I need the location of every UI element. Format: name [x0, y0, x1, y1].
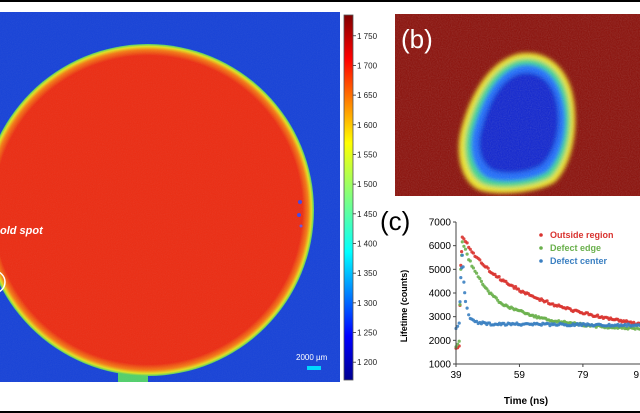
legend-marker [539, 246, 543, 250]
colorbar-tick-label: 1 350 [357, 269, 378, 278]
colorbar-tick-label: 1 200 [357, 358, 378, 367]
y-tick-label: 2000 [429, 336, 452, 347]
data-point [468, 247, 472, 251]
data-point [463, 291, 467, 295]
series-outside-region [454, 235, 640, 350]
map-noise [0, 12, 340, 382]
data-point [462, 237, 466, 241]
data-point [465, 241, 469, 245]
y-tick-label: 7000 [429, 218, 452, 229]
colorbar-tick-label: 1 450 [357, 210, 378, 219]
y-tick-label: 5000 [429, 265, 452, 276]
old-spot-marker [0, 271, 6, 293]
y-tick-label: 6000 [429, 241, 452, 252]
scale-bar [307, 366, 321, 370]
data-point [460, 250, 464, 254]
data-point [596, 313, 600, 317]
data-point [497, 275, 501, 279]
y-axis-label: Lifetime (counts) [399, 270, 409, 343]
colorbar-tick-label: 1 250 [357, 329, 378, 338]
colorbar-tick-label: 1 750 [357, 32, 378, 41]
panel-b-label: (b) [401, 24, 433, 54]
data-point [462, 244, 466, 248]
legend-label: Outside region [550, 230, 614, 240]
data-point [460, 253, 464, 257]
scale-bar-label: 2000 µm [296, 353, 328, 362]
chart-panel-label: (c) [380, 206, 410, 236]
colorbar-gradient [343, 14, 354, 381]
edge-defect-dot [299, 224, 303, 228]
colorbar-tick-label: 1 650 [357, 91, 378, 100]
data-point [458, 300, 462, 304]
data-point [459, 263, 463, 267]
x-tick-label: 9 [633, 370, 639, 381]
data-point [465, 306, 469, 310]
data-point [457, 321, 461, 325]
edge-defect-dot [297, 213, 301, 217]
y-tick-label: 4000 [429, 289, 452, 300]
x-tick-label: 59 [514, 370, 526, 381]
data-point [465, 252, 469, 256]
colorbar-ticks: 1 750 1 700 1 650 1 600 1 550 1 500 1 450 1 400… [353, 32, 378, 367]
bottom-border [0, 411, 640, 413]
data-point [458, 303, 462, 307]
data-point [475, 271, 479, 275]
colorbar-tick-label: 1 500 [357, 180, 378, 189]
data-point [462, 280, 466, 284]
x-axis-label: Time (ns) [504, 396, 548, 407]
legend-marker [539, 259, 543, 263]
data-point [479, 279, 483, 283]
data-point [463, 299, 468, 304]
data-point [514, 285, 518, 289]
x-tick-label: 39 [450, 370, 462, 381]
edge-defect-dot [298, 200, 302, 204]
legend-label: Defect edge [550, 243, 601, 253]
data-point [460, 240, 464, 244]
data-point [459, 276, 463, 280]
old-spot-label: old spot [0, 225, 44, 237]
data-point [545, 299, 549, 303]
data-point [494, 296, 498, 300]
colorbar-tick-label: 1 400 [357, 239, 378, 248]
data-point [486, 266, 490, 270]
plot-area: 1000 2000 3000 4000 5000 6000 7000 39 59 79 9 [429, 218, 640, 381]
data-point [486, 289, 490, 293]
panel-b-noise [395, 14, 640, 196]
series-defect-edge [454, 240, 640, 349]
colorbar-tick-label: 1 550 [357, 150, 378, 159]
colorbar-tick-label: 1 700 [357, 61, 378, 70]
legend-label: Defect center [550, 256, 608, 266]
data-point [468, 259, 472, 263]
colorbar-tick-label: 1 600 [357, 121, 378, 130]
x-tick-label: 79 [577, 370, 589, 381]
colorbar: 1 750 1 700 1 650 1 600 1 550 1 500 1 450 1 400… [343, 14, 378, 381]
data-point [471, 251, 475, 255]
data-point [471, 266, 475, 270]
y-tick-label: 1000 [429, 360, 452, 371]
data-point [478, 258, 482, 262]
y-tick-label: 3000 [429, 312, 452, 323]
lifetime-map-panel-a: old spot 2000 µm [0, 12, 340, 382]
data-point [467, 313, 471, 317]
data-point [463, 247, 468, 251]
data-point [456, 324, 460, 328]
legend-marker [539, 233, 543, 237]
data-point [456, 342, 460, 346]
top-border [0, 0, 640, 2]
colorbar-tick-label: 1 300 [357, 299, 378, 308]
legend: Outside region Defect edge Defect center [539, 230, 614, 266]
data-point [457, 339, 461, 343]
data-point [461, 265, 465, 269]
data-point [478, 276, 482, 281]
defect-map-panel-b: (b) [395, 14, 640, 196]
